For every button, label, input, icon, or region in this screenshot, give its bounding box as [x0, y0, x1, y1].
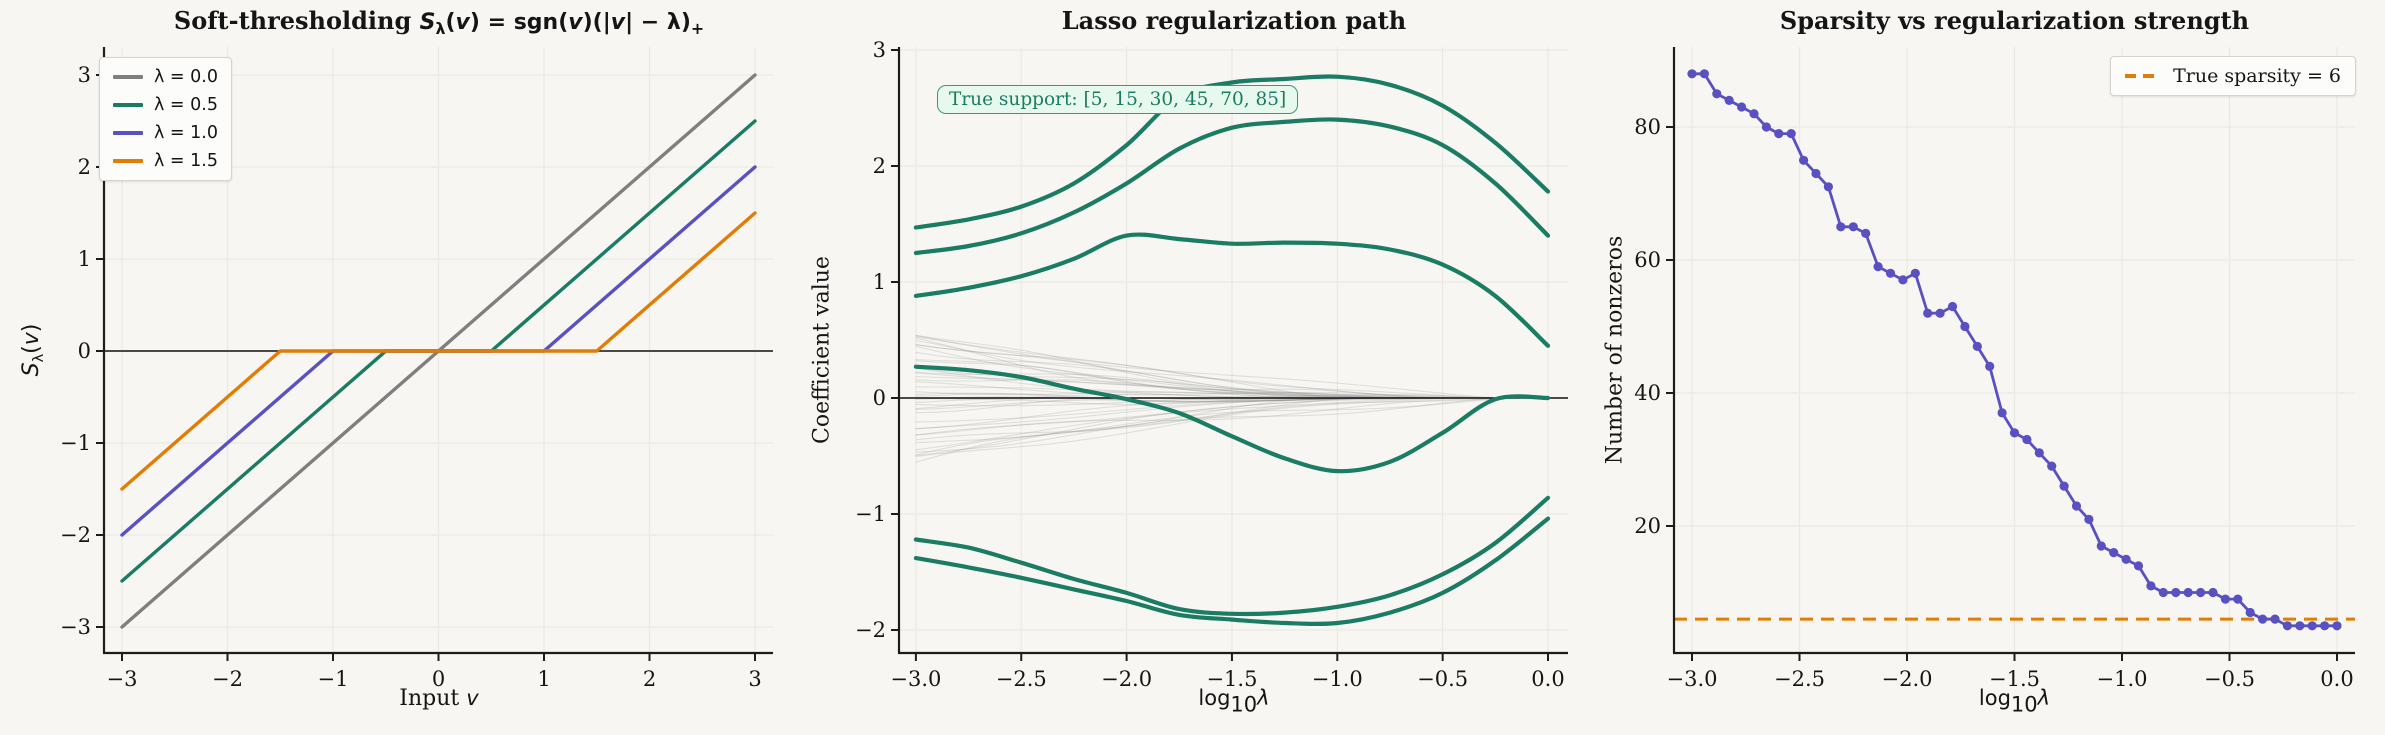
y-tick-label: 3 — [78, 63, 91, 87]
panel1-legend: λ = 0.0 λ = 0.5 λ = 1.0 λ = 1.5 — [99, 57, 232, 181]
title-math: ( — [445, 10, 456, 35]
axes-spines — [897, 47, 1568, 655]
legend-label: λ = 0.0 — [154, 67, 218, 87]
x-tick-label: −1.0 — [1312, 667, 1363, 691]
y-tick-label: −3 — [60, 615, 91, 639]
support-annotation: True support: [5, 15, 30, 45, 70, 85] — [937, 85, 1299, 114]
x-tick-label: −3 — [107, 667, 138, 691]
tick-labels: −3.0 −2.5 −2.0 −1.5 −1.0 −0.5 0.0 20 40 60 80 — [1634, 115, 2353, 691]
support-coefficient-path-0 — [913, 74, 1551, 230]
panel-soft-thresholding: −3 −2 −1 0 1 2 3 −3 −2 −1 0 1 2 3 Soft-thresholding S… — [0, 0, 795, 735]
support-coefficient-path-5 — [913, 516, 1551, 627]
x-tick-label: −3.0 — [890, 667, 941, 691]
panel3-title: Sparsity vs regularization strength — [1779, 6, 2250, 35]
title-math: v — [568, 10, 583, 35]
title-sub-lambda: λ — [435, 19, 446, 39]
x-tick-label: −1.0 — [2097, 667, 2148, 691]
y-tick-label: −2 — [60, 523, 91, 547]
x-tick-label: −2.5 — [1774, 667, 1825, 691]
x-tick-label: 0.0 — [1531, 667, 1564, 691]
tick-labels: −3 −2 −1 0 1 2 3 −3 −2 −1 0 1 2 3 — [60, 63, 762, 691]
panel2-y-axis-label: Coefficient value — [809, 256, 835, 444]
panel3-y-axis-label: Number of nonzeros — [1602, 235, 1628, 465]
panel2-x-axis-label: log10λ — [1198, 686, 1270, 717]
title-math: v — [610, 10, 626, 35]
legend-label: True sparsity = 6 — [2173, 65, 2341, 87]
y-tick-label: 3 — [873, 38, 886, 62]
lambda-05-line-swatch — [113, 103, 143, 107]
x-tick-label: −2.5 — [996, 667, 1047, 691]
soft-thresholding-plot: −3 −2 −1 0 1 2 3 −3 −2 −1 0 1 2 3 — [60, 47, 773, 691]
panel3-x-axis-label: log10λ — [1978, 686, 2051, 717]
tick-marks — [1666, 126, 2338, 661]
x-tick-label: 0 — [432, 667, 445, 691]
y-tick-label: −1 — [855, 502, 886, 526]
y-tick-label: 80 — [1634, 115, 1661, 139]
title-math: S — [419, 10, 436, 35]
title-math: v — [455, 10, 470, 35]
x-tick-label: −1 — [318, 667, 349, 691]
x-tick-label: −1.5 — [1206, 667, 1257, 691]
panel-lasso-path: −3.0 −2.5 −2.0 −1.5 −1.0 −0.5 0.0 −2 −1 0 1 2 3 Lass… — [795, 0, 1590, 735]
x-tick-label: 0.0 — [2320, 667, 2353, 691]
lasso-path-plot: −3.0 −2.5 −2.0 −1.5 −1.0 −0.5 0.0 −2 −1 0 1 2 3 — [855, 38, 1568, 691]
y-tick-label: 2 — [78, 155, 91, 179]
title-sub-plus: + — [690, 19, 705, 39]
panel1-x-axis-label: Input v — [399, 686, 479, 711]
y-tick-label: 40 — [1634, 381, 1661, 405]
grid-lines — [899, 47, 1568, 653]
x-tick-label: −2.0 — [1882, 667, 1933, 691]
sparsity-plot: −3.0 −2.5 −2.0 −1.5 −1.0 −0.5 0.0 20 40 60 80 — [1634, 47, 2355, 691]
title-text: Soft-thresholding — [173, 6, 420, 35]
y-tick-label: 0 — [78, 339, 91, 363]
y-tick-label: 2 — [873, 154, 886, 178]
x-tick-label: 1 — [537, 667, 550, 691]
legend-item-lambda-15: λ = 1.5 — [113, 151, 218, 171]
x-tick-label: −1.5 — [1989, 667, 2040, 691]
y-tick-label: 60 — [1634, 248, 1661, 272]
x-tick-label: −0.5 — [1417, 667, 1468, 691]
y-tick-label: −1 — [60, 431, 91, 455]
y-tick-label: 1 — [873, 270, 886, 294]
nonzeros-markers — [1687, 69, 2342, 631]
legend-label: λ = 0.5 — [154, 95, 218, 115]
support-coefficient-path-3 — [913, 364, 1551, 474]
tick-labels: −3.0 −2.5 −2.0 −1.5 −1.0 −0.5 0.0 −2 −1 0 1 2 3 — [855, 38, 1565, 691]
y-tick-label: −2 — [855, 618, 886, 642]
y-tick-label: 1 — [78, 247, 91, 271]
lambda-0-line-swatch — [113, 75, 143, 79]
lambda-10-line-swatch — [113, 131, 143, 135]
lambda-15-line-swatch — [113, 159, 143, 163]
true-sparsity-dash-swatch — [2125, 74, 2162, 78]
tick-marks — [891, 49, 1549, 661]
legend-item-lambda-10: λ = 1.0 — [113, 123, 218, 143]
x-tick-label: 2 — [643, 667, 656, 691]
y-tick-label: 0 — [873, 386, 886, 410]
title-math: ) = sgn( — [469, 10, 569, 35]
title-math: | − λ) — [625, 10, 691, 35]
x-tick-label: 3 — [748, 667, 761, 691]
legend-item-lambda-05: λ = 0.5 — [113, 95, 218, 115]
panel1-title: Soft-thresholding Sλ(v) = sgn(v)(|v| − λ… — [104, 6, 774, 38]
soft-threshold-line-3 — [120, 211, 757, 491]
grid-lines — [1674, 47, 2355, 653]
panel1-y-axis-label: Sλ(v) — [19, 323, 47, 377]
support-coefficient-path-1 — [913, 117, 1551, 256]
legend-item-lambda-0: λ = 0.0 — [113, 67, 218, 87]
x-tick-label: −3.0 — [1667, 667, 1718, 691]
panel2-title: Lasso regularization path — [1061, 6, 1407, 35]
y-tick-label: 20 — [1634, 514, 1661, 538]
legend-label: λ = 1.5 — [154, 151, 218, 171]
support-coefficient-path-4 — [913, 495, 1551, 617]
x-tick-label: −0.5 — [2204, 667, 2255, 691]
panel-sparsity: −3.0 −2.5 −2.0 −1.5 −1.0 −0.5 0.0 20 40 60 80 Spar… — [1590, 0, 2385, 735]
support-coefficient-path-2 — [913, 232, 1551, 348]
x-tick-label: −2.0 — [1101, 667, 1152, 691]
panel3-legend: True sparsity = 6 — [2110, 56, 2356, 96]
title-math: )(| — [582, 10, 611, 35]
x-tick-label: −2 — [212, 667, 243, 691]
legend-label: λ = 1.0 — [154, 123, 218, 143]
